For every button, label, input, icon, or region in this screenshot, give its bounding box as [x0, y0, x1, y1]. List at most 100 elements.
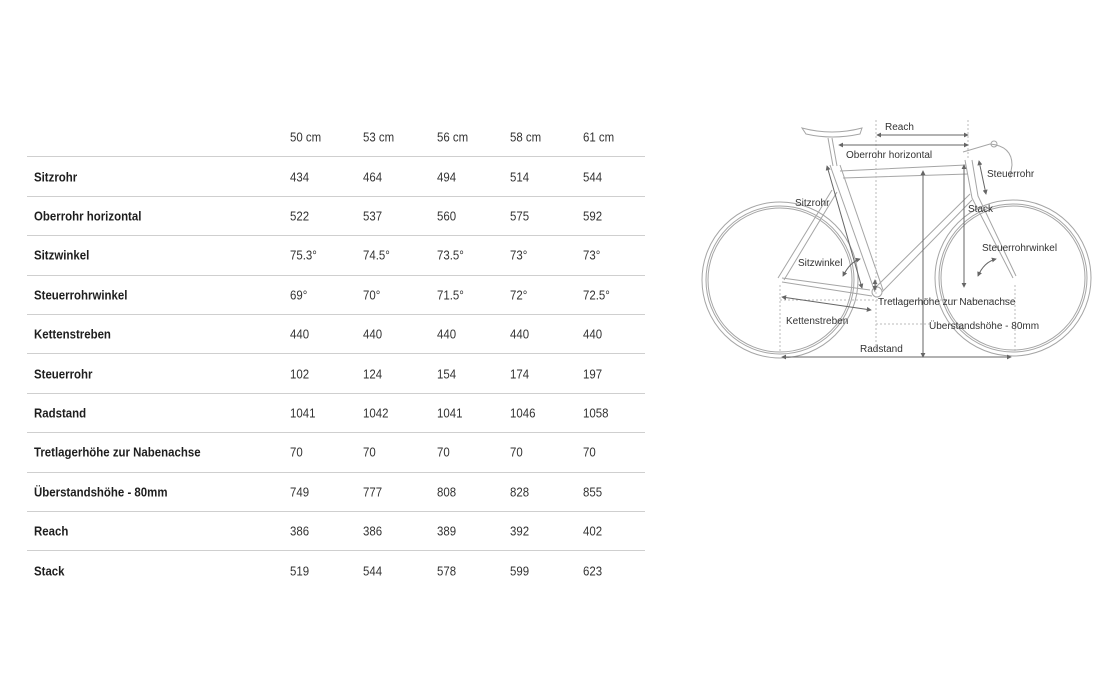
steuerrohr-arrow	[977, 160, 988, 195]
cell-value: 828	[510, 484, 530, 500]
cell-value: 522	[290, 208, 310, 224]
table-row: Radstand 1041 1042 1041 1046 1058	[27, 394, 645, 434]
cell-value: 71.5°	[437, 287, 464, 303]
front-wheel	[934, 199, 1092, 357]
cell-value: 124	[363, 366, 383, 382]
label-oberrohr: Oberrohr horizontal	[846, 150, 932, 161]
table-row: Stack 519 544 578 599 623	[27, 551, 645, 590]
row-label: Tretlagerhöhe zur Nabenachse	[34, 444, 201, 460]
label-kettenstreben: Kettenstreben	[786, 316, 848, 327]
column-header: 61 cm	[583, 129, 615, 145]
cell-value: 70°	[363, 287, 381, 303]
column-header: 53 cm	[363, 129, 395, 145]
cell-value: 464	[363, 169, 383, 185]
cell-value: 623	[583, 563, 603, 579]
row-label: Radstand	[34, 405, 87, 421]
cell-value: 575	[510, 208, 530, 224]
cell-value: 70	[510, 444, 523, 460]
row-label: Sitzwinkel	[34, 247, 90, 263]
cell-value: 72.5°	[583, 287, 610, 303]
cell-value: 777	[363, 484, 383, 500]
cell-value: 197	[583, 366, 603, 382]
cell-value: 808	[437, 484, 457, 500]
geometry-table: 50 cm 53 cm 56 cm 58 cm 61 cm Sitzrohr 434 464 4…	[27, 118, 645, 591]
cell-value: 1041	[437, 405, 463, 421]
row-label: Oberrohr horizontal	[34, 208, 142, 224]
cell-value: 494	[437, 169, 457, 185]
cell-value: 402	[583, 523, 603, 539]
column-header: 58 cm	[510, 129, 542, 145]
cell-value: 599	[510, 563, 530, 579]
cell-value: 154	[437, 366, 457, 382]
cell-value: 544	[583, 169, 603, 185]
cell-value: 434	[290, 169, 310, 185]
cell-value: 1058	[583, 405, 609, 421]
label-steuerrohr: Steuerrohr	[987, 169, 1035, 180]
row-label: Reach	[34, 523, 69, 539]
cell-value: 72°	[510, 287, 528, 303]
cell-value: 544	[363, 563, 383, 579]
row-label: Steuerrohrwinkel	[34, 287, 128, 303]
cell-value: 560	[437, 208, 457, 224]
label-reach: Reach	[885, 122, 914, 133]
table-row: Tretlagerhöhe zur Nabenachse 70 70 70 70 70	[27, 433, 645, 473]
cell-value: 855	[583, 484, 603, 500]
cell-value: 70	[363, 444, 376, 460]
cell-value: 440	[290, 326, 310, 342]
label-tretlager: Tretlagerhöhe zur Nabenachse	[878, 297, 1016, 308]
table-row: Steuerrohrwinkel 69° 70° 71.5° 72° 72.5°	[27, 276, 645, 315]
cell-value: 1042	[363, 405, 389, 421]
table-row: Oberrohr horizontal 522 537 560 575 592	[27, 197, 645, 237]
cell-value: 70	[583, 444, 596, 460]
label-radstand: Radstand	[860, 344, 903, 355]
steuerrohrwinkel-arrow	[977, 257, 997, 277]
cell-value: 519	[290, 563, 310, 579]
table-row: Steuerrohr 102 124 154 174 197	[27, 354, 645, 394]
cell-value: 386	[363, 523, 383, 539]
cell-value: 749	[290, 484, 310, 500]
kettenstreben-arrow	[781, 295, 872, 312]
label-stack: Stack	[968, 204, 994, 215]
row-label: Stack	[34, 563, 65, 579]
cell-value: 69°	[290, 287, 308, 303]
table-row: Sitzwinkel 75.3° 74.5° 73.5° 73° 73°	[27, 236, 645, 276]
table-row: Reach 386 386 389 392 402	[27, 512, 645, 552]
column-header: 56 cm	[437, 129, 469, 145]
cell-value: 75.3°	[290, 247, 317, 263]
cell-value: 174	[510, 366, 530, 382]
table-row: Kettenstreben 440 440 440 440 440	[27, 315, 645, 355]
cell-value: 70	[290, 444, 303, 460]
cell-value: 70	[437, 444, 450, 460]
cell-value: 73.5°	[437, 247, 464, 263]
row-label: Sitzrohr	[34, 169, 78, 185]
cell-value: 73°	[510, 247, 528, 263]
label-sitzwinkel: Sitzwinkel	[798, 258, 842, 269]
cell-value: 1041	[290, 405, 316, 421]
cell-value: 537	[363, 208, 383, 224]
cell-value: 514	[510, 169, 530, 185]
cell-value: 1046	[510, 405, 536, 421]
row-label: Steuerrohr	[34, 366, 93, 382]
cell-value: 440	[510, 326, 530, 342]
sitzwinkel-arrow	[842, 257, 861, 277]
cell-value: 392	[510, 523, 530, 539]
cell-value: 73°	[583, 247, 601, 263]
label-sitzrohr: Sitzrohr	[795, 198, 830, 209]
cell-value: 102	[290, 366, 310, 382]
cell-value: 386	[290, 523, 310, 539]
cell-value: 389	[437, 523, 457, 539]
cell-value: 440	[437, 326, 457, 342]
cell-value: 592	[583, 208, 603, 224]
label-ueberstand: Überstandshöhe - 80mm	[929, 320, 1039, 332]
cell-value: 440	[363, 326, 383, 342]
cell-value: 440	[583, 326, 603, 342]
table-header-row: 50 cm 53 cm 56 cm 58 cm 61 cm	[27, 118, 645, 158]
cell-value: 74.5°	[363, 247, 390, 263]
row-label: Überstandshöhe - 80mm	[34, 484, 168, 500]
table-row: Überstandshöhe - 80mm 749 777 808 828 855	[27, 473, 645, 512]
label-steuerrohrwinkel: Steuerrohrwinkel	[982, 243, 1057, 254]
table-row: Sitzrohr 434 464 494 514 544	[27, 157, 645, 197]
cell-value: 578	[437, 563, 457, 579]
row-label: Kettenstreben	[34, 326, 111, 342]
